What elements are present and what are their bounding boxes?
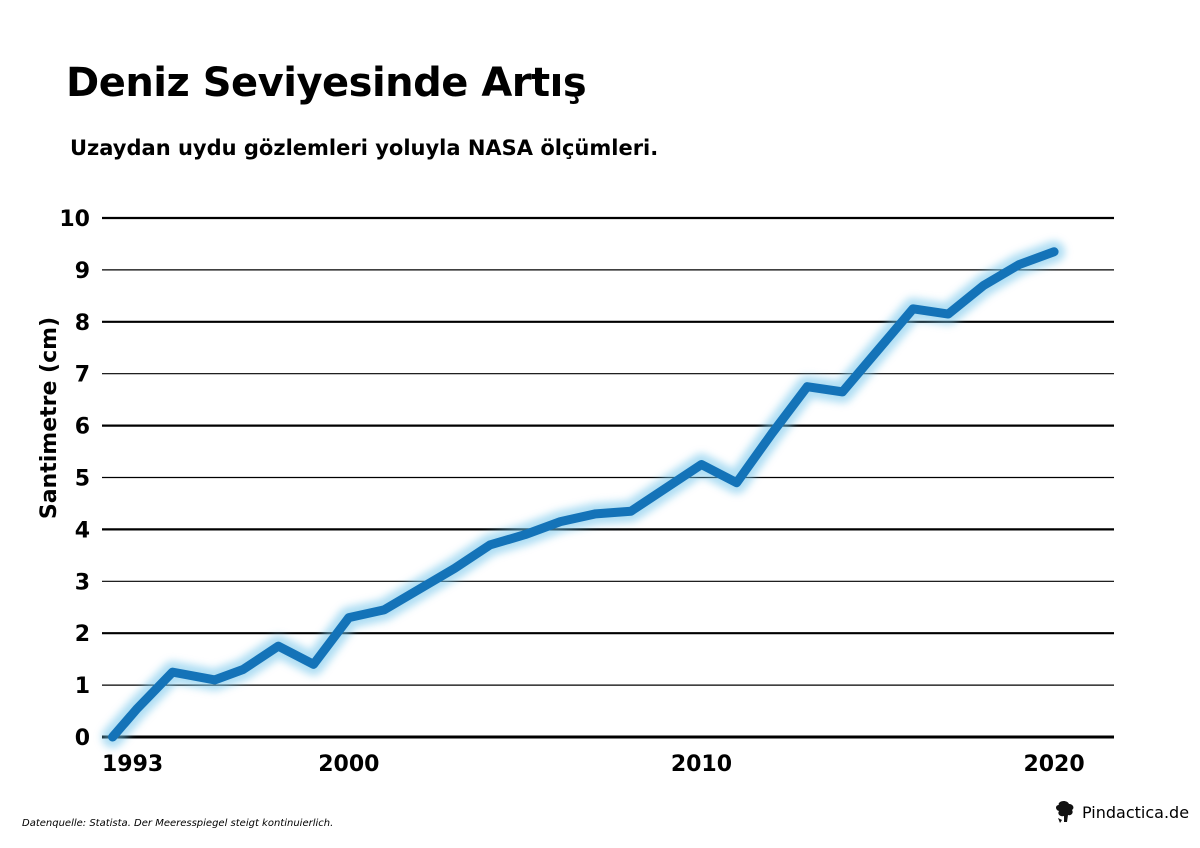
y-tick-label-6: 6 xyxy=(75,415,90,440)
data-point xyxy=(135,706,139,710)
data-point xyxy=(876,348,880,352)
series-line-0 xyxy=(108,247,1059,742)
x-tick-label-2010: 2010 xyxy=(671,752,732,777)
data-point xyxy=(241,668,245,672)
data-point xyxy=(982,283,986,287)
data-point xyxy=(276,644,280,648)
data-point xyxy=(664,486,668,490)
y-tick-label-3: 3 xyxy=(75,570,90,595)
data-point xyxy=(946,312,950,316)
data-point xyxy=(735,481,739,485)
x-tick-label-2000: 2000 xyxy=(318,752,379,777)
y-tick-label-2: 2 xyxy=(75,622,90,647)
grid-lines xyxy=(102,216,1114,739)
x-tick-label-2020: 2020 xyxy=(1023,752,1084,777)
y-tick-label-8: 8 xyxy=(75,311,90,336)
y-tick-label-7: 7 xyxy=(75,363,90,388)
data-point xyxy=(911,307,915,311)
data-point xyxy=(629,509,633,513)
data-point xyxy=(523,533,527,537)
data-point xyxy=(1052,250,1056,254)
y-tick-label-0: 0 xyxy=(75,726,90,751)
data-point xyxy=(558,520,562,524)
data-point xyxy=(453,566,457,570)
data-point xyxy=(488,543,492,547)
y-tick-label-10: 10 xyxy=(59,207,90,232)
data-point xyxy=(171,670,175,674)
chart-subtitle: Uzaydan uydu gözlemleri yoluyla NASA ölç… xyxy=(70,136,659,160)
brand-name: Pindactica.de xyxy=(1082,802,1190,822)
brand: Pindactica.de xyxy=(1054,800,1189,824)
data-point xyxy=(382,608,386,612)
source-note: Datenquelle: Statista. Der Meeresspiegel… xyxy=(22,818,334,829)
data-point xyxy=(805,385,809,389)
data-point xyxy=(1017,263,1021,267)
data-point xyxy=(213,678,217,682)
data-point xyxy=(111,735,115,739)
chart-title: Deniz Seviyesinde Artış xyxy=(66,60,587,106)
data-point xyxy=(699,463,703,467)
x-axis-ticks: 1993 2000 2010 2020 xyxy=(102,752,1085,777)
y-tick-label-1: 1 xyxy=(75,674,90,699)
data-point xyxy=(594,512,598,516)
y-tick-label-9: 9 xyxy=(75,259,90,284)
y-axis-label: Santimetre (cm) xyxy=(37,317,62,519)
data-point xyxy=(840,390,844,394)
y-axis-ticks: 0 1 2 3 4 5 6 7 8 9 10 xyxy=(59,207,90,751)
series-layer xyxy=(101,240,1066,748)
y-tick-label-5: 5 xyxy=(75,467,90,492)
pindactica-logo-icon xyxy=(1056,800,1074,823)
data-point xyxy=(347,616,351,620)
y-tick-label-4: 4 xyxy=(75,518,90,543)
data-point xyxy=(312,662,316,666)
x-tick-label-1993: 1993 xyxy=(102,752,163,777)
data-point xyxy=(417,587,421,591)
data-point xyxy=(770,431,774,435)
